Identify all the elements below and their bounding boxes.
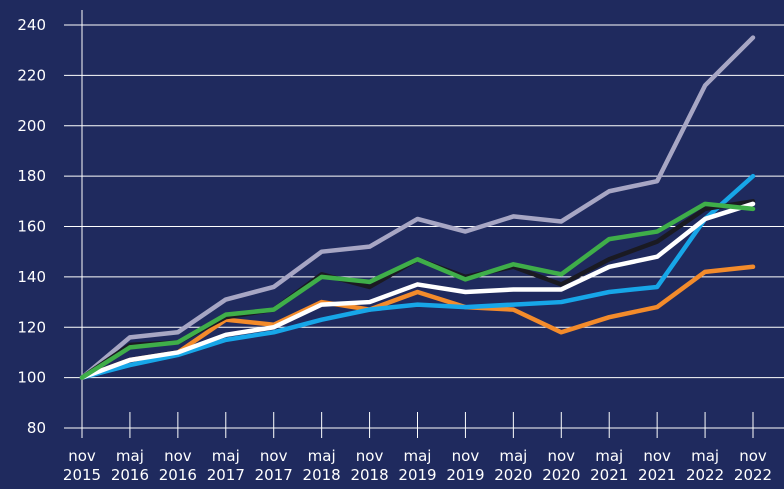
x-tick-label: maj 2021 <box>590 447 628 484</box>
x-tick-label: nov 2017 <box>255 447 293 484</box>
y-tick-label: 160 <box>17 218 46 236</box>
series-line <box>79 264 756 380</box>
series-line <box>79 173 756 380</box>
x-tick-label: nov 2018 <box>350 447 388 484</box>
y-tick-label: 80 <box>27 419 46 437</box>
x-tick-label: nov 2020 <box>542 447 580 484</box>
x-tick-label: nov 2015 <box>63 447 101 484</box>
x-tick-label: nov 2019 <box>446 447 484 484</box>
y-tick-label: 120 <box>17 318 46 336</box>
x-tick-label: nov 2016 <box>159 447 197 484</box>
x-tick-label: nov 2021 <box>638 447 676 484</box>
series-line <box>79 35 756 380</box>
y-tick-label: 140 <box>17 268 46 286</box>
y-tick-label: 240 <box>17 16 46 34</box>
y-tick-label: 100 <box>17 369 46 387</box>
series-line <box>79 201 756 380</box>
x-tick-label: maj 2017 <box>207 447 245 484</box>
y-tick-label: 180 <box>17 167 46 185</box>
x-tick-label: maj 2022 <box>686 447 724 484</box>
x-tick-label: maj 2018 <box>303 447 341 484</box>
y-tick-label: 200 <box>17 117 46 135</box>
x-tick-label: maj 2019 <box>398 447 436 484</box>
x-tick-label: nov 2022 <box>734 447 772 484</box>
x-tick-label: maj 2020 <box>494 447 532 484</box>
y-tick-label: 220 <box>17 66 46 84</box>
x-tick-label: maj 2016 <box>111 447 149 484</box>
series-line <box>79 201 756 380</box>
